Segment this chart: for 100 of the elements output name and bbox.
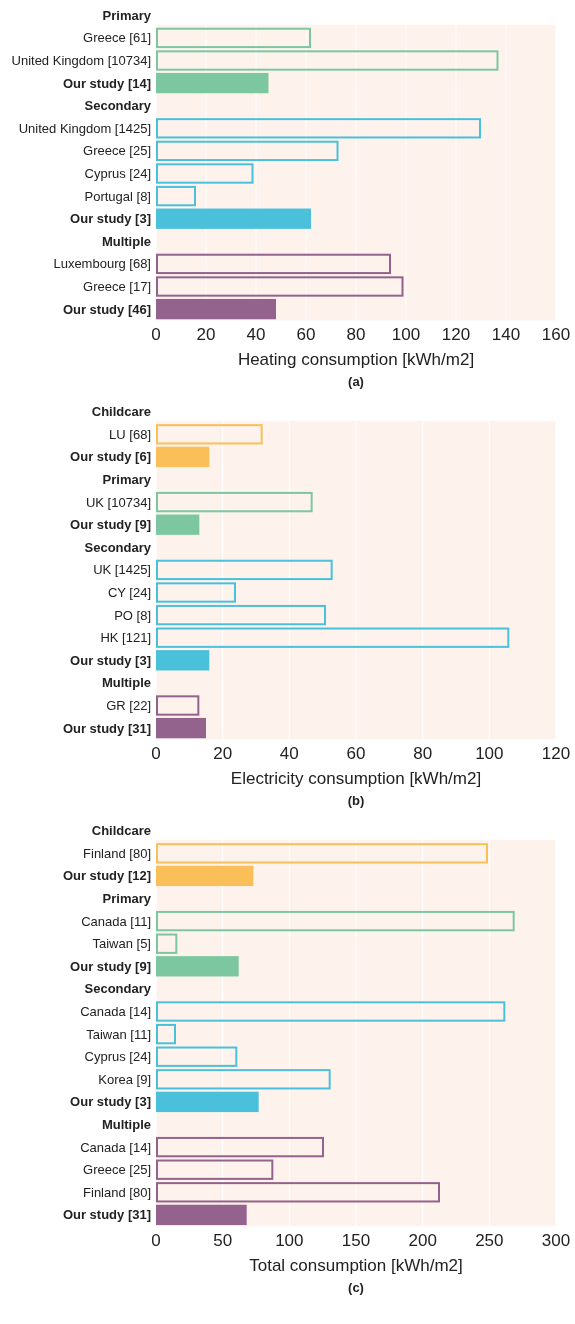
y-tick-label: Cyprus [24]: [84, 1049, 151, 1065]
x-tick-label: 100: [391, 325, 421, 345]
bar: [156, 424, 263, 445]
text: (b): [347, 793, 365, 809]
y-tick-label: Greece [25]: [83, 143, 151, 159]
x-axis-title: Electricity consumption [kWh/m2]: [230, 769, 482, 789]
y-tick-label: Our study [9]: [70, 958, 151, 974]
x-tick-label: 150: [341, 1231, 371, 1251]
bar: [156, 298, 276, 320]
y-tick-label: Our study [46]: [62, 301, 151, 317]
bar: [156, 717, 206, 739]
bar: [156, 1091, 259, 1113]
y-tick-label: Our study [12]: [62, 868, 151, 884]
x-tick-label: 120: [441, 325, 471, 345]
bar: [156, 1136, 324, 1158]
y-tick-label: Greece [17]: [83, 279, 151, 295]
y-tick-label: Portugal [8]: [84, 188, 151, 204]
y-tick-label: Taiwan [11]: [86, 1026, 151, 1042]
bar: [156, 910, 515, 932]
bar: [156, 1023, 176, 1045]
bar: [156, 185, 196, 207]
y-tick-label: UK [1425]: [93, 562, 151, 578]
bar: [156, 163, 254, 184]
x-tick-label: 100: [275, 1231, 304, 1251]
y-tick-label: PO [8]: [114, 607, 151, 623]
x-tick-label: 50: [213, 1231, 233, 1251]
x-tick-label: 0: [151, 1231, 161, 1251]
y-tick-label: Multiple: [101, 1117, 151, 1133]
x-tick-label: 20: [196, 325, 216, 345]
x-tick-label: 60: [346, 744, 366, 764]
y-tick-label: Finland [80]: [83, 845, 151, 861]
x-tick-label: 250: [475, 1231, 504, 1251]
y-tick-label: Our study [14]: [62, 75, 151, 91]
bar: [156, 276, 404, 297]
y-tick-label: United Kingdom [1425]: [18, 120, 151, 136]
y-tick-label: Multiple: [101, 233, 151, 249]
bar: [156, 1069, 331, 1090]
y-tick-label: Secondary: [84, 981, 152, 997]
bar: [156, 253, 391, 275]
y-tick-label: Our study [3]: [70, 1094, 151, 1110]
x-axis-title: Heating consumption [kWh/m2]: [237, 350, 475, 370]
y-tick-label: Our study [31]: [62, 1207, 151, 1223]
y-tick-label: Our study [31]: [62, 720, 151, 736]
bar: [156, 446, 210, 468]
x-axis-title: Total consumption [kWh/m2]: [249, 1256, 463, 1276]
bar: [156, 118, 481, 139]
bar: [156, 627, 510, 648]
x-tick-label: 20: [213, 744, 233, 764]
bar: [156, 1204, 247, 1226]
x-tick-label: 40: [279, 744, 299, 764]
bar: [156, 650, 210, 671]
x-tick-label: 100: [475, 744, 504, 764]
bar: [156, 50, 499, 71]
y-tick-label: UK [10734]: [85, 494, 151, 510]
y-tick-label: Our study [9]: [70, 517, 151, 533]
x-tick-label: 160: [541, 325, 571, 345]
bar: [156, 491, 313, 513]
y-tick-label: Taiwan [5]: [92, 936, 151, 952]
bar: [156, 514, 200, 535]
y-tick-label: Primary: [102, 472, 152, 488]
y-tick-label: Multiple: [101, 675, 151, 691]
bar: [156, 843, 488, 864]
y-tick-label: Korea [9]: [98, 1071, 151, 1087]
y-tick-label: Our study [6]: [70, 449, 151, 465]
y-tick-label: Cyprus [24]: [84, 166, 151, 182]
x-tick-label: 0: [151, 744, 161, 764]
y-tick-label: Luxembourg [68]: [53, 256, 151, 272]
y-tick-label: HK [121]: [100, 630, 151, 646]
bar: [156, 695, 200, 716]
y-tick-label: Secondary: [84, 98, 152, 114]
bar: [156, 1159, 274, 1180]
y-tick-label: Our study [3]: [70, 211, 151, 227]
bar: [156, 208, 311, 229]
y-tick-label: Finland [80]: [83, 1184, 151, 1200]
x-tick-label: 60: [296, 325, 316, 345]
bar: [156, 559, 333, 581]
y-tick-label: Childcare: [91, 404, 151, 420]
x-tick-label: 0: [151, 325, 161, 345]
bar: [156, 956, 239, 977]
y-tick-label: CY [24]: [107, 585, 151, 601]
x-tick-label: 80: [346, 325, 366, 345]
y-tick-label: LU [68]: [109, 426, 151, 442]
text: (c): [348, 1280, 364, 1296]
y-tick-label: United Kingdom [10734]: [11, 53, 151, 69]
bar: [156, 27, 311, 49]
bar: [156, 933, 178, 954]
bar: [156, 582, 236, 603]
y-tick-label: Canada [14]: [80, 1139, 151, 1155]
y-tick-label: Greece [61]: [83, 30, 151, 46]
x-tick-label: 140: [491, 325, 521, 345]
y-tick-label: GR [22]: [106, 698, 151, 714]
x-tick-label: 120: [541, 744, 571, 764]
x-tick-label: 300: [541, 1231, 571, 1251]
x-tick-label: 40: [246, 325, 266, 345]
bar: [156, 1182, 440, 1203]
y-tick-label: Childcare: [91, 823, 151, 839]
x-tick-label: 80: [413, 744, 433, 764]
y-tick-label: Canada [14]: [80, 1004, 151, 1020]
x-tick-label: 200: [408, 1231, 437, 1251]
bar: [156, 604, 326, 626]
